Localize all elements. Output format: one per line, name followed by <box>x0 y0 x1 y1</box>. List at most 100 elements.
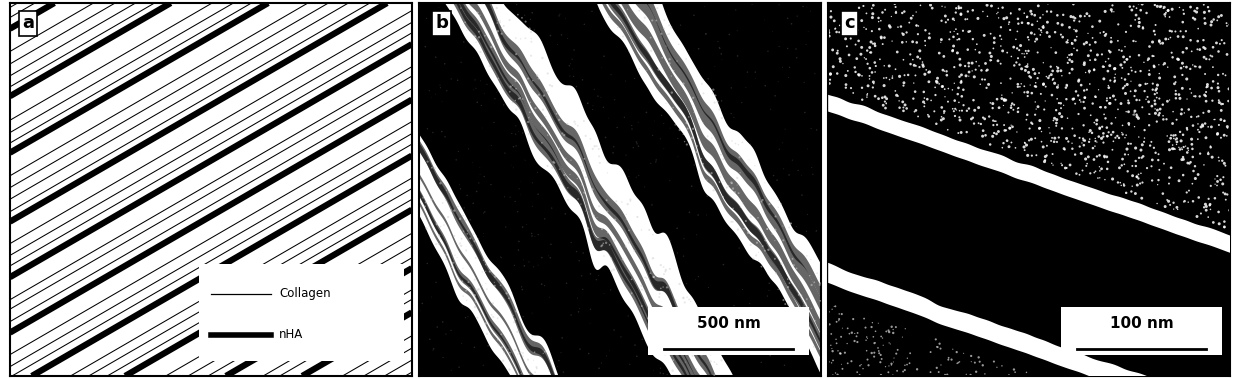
Point <box>1022 11 1042 17</box>
Point <box>740 301 760 307</box>
Point <box>1118 121 1138 127</box>
Point <box>1127 111 1147 117</box>
Point <box>1130 16 1149 22</box>
Point <box>1074 61 1094 67</box>
Point <box>782 157 802 163</box>
Point <box>630 231 650 237</box>
Point <box>417 226 436 232</box>
Point <box>547 363 567 370</box>
Point <box>915 100 935 106</box>
Point <box>1200 202 1220 208</box>
Point <box>1109 38 1128 44</box>
Point <box>1182 136 1202 142</box>
Point <box>1195 121 1215 127</box>
Point <box>1130 52 1149 58</box>
Point <box>780 224 800 230</box>
Point <box>449 364 469 370</box>
Point <box>433 354 453 360</box>
Point <box>409 307 429 313</box>
Point <box>414 199 434 205</box>
Point <box>1034 106 1054 113</box>
Point <box>558 185 578 191</box>
Point <box>703 150 723 156</box>
Point <box>1086 94 1106 100</box>
Point <box>616 211 636 217</box>
Point <box>997 138 1017 144</box>
Point <box>1060 162 1080 168</box>
Point <box>1135 88 1154 94</box>
Point <box>1032 128 1052 135</box>
Point <box>687 149 707 155</box>
Point <box>960 28 980 34</box>
Point <box>1142 139 1162 145</box>
Point <box>1178 160 1198 166</box>
Polygon shape <box>419 0 821 334</box>
Point <box>708 197 728 204</box>
Point <box>1214 160 1234 166</box>
Point <box>684 83 704 89</box>
Point <box>749 257 769 263</box>
Point <box>919 79 939 85</box>
Point <box>1149 96 1169 102</box>
Point <box>1080 81 1100 87</box>
Point <box>500 350 520 356</box>
Point <box>777 276 797 282</box>
Point <box>1114 85 1133 91</box>
Point <box>983 45 1003 52</box>
Point <box>591 94 611 100</box>
Point <box>1127 182 1147 188</box>
Point <box>1173 154 1193 160</box>
Point <box>713 194 733 200</box>
Point <box>1018 152 1038 158</box>
Point <box>1200 201 1220 207</box>
Point <box>677 119 697 125</box>
Point <box>976 60 996 66</box>
Point <box>956 73 976 79</box>
Point <box>827 340 847 346</box>
Point <box>920 35 940 41</box>
Point <box>830 350 849 356</box>
Point <box>889 73 909 79</box>
Point <box>646 334 666 340</box>
Point <box>1106 135 1126 141</box>
Point <box>1004 102 1024 108</box>
Point <box>1159 28 1179 34</box>
Point <box>862 5 882 11</box>
Point <box>1188 121 1208 127</box>
Point <box>1109 179 1128 185</box>
Point <box>532 143 552 149</box>
Point <box>820 359 839 365</box>
Point <box>1094 111 1114 117</box>
Point <box>547 113 567 119</box>
Point <box>971 67 991 74</box>
Point <box>1189 129 1209 135</box>
Point <box>619 313 639 319</box>
Point <box>1126 145 1146 151</box>
Point <box>489 75 508 81</box>
Point <box>799 246 818 252</box>
Point <box>604 238 624 244</box>
Point <box>1115 44 1135 50</box>
Point <box>533 106 553 113</box>
Point <box>1049 100 1069 106</box>
Point <box>1194 54 1214 60</box>
Point <box>476 262 496 268</box>
Point <box>1035 84 1055 90</box>
Point <box>994 97 1014 103</box>
Point <box>866 43 885 49</box>
Point <box>1095 8 1115 14</box>
Point <box>632 336 652 342</box>
Point <box>1007 60 1027 66</box>
Point <box>1182 90 1202 96</box>
Point <box>1043 151 1063 157</box>
Point <box>898 355 918 361</box>
Point <box>737 218 756 224</box>
Point <box>1153 191 1173 197</box>
Point <box>492 31 512 37</box>
Point <box>497 290 517 296</box>
Polygon shape <box>828 263 1209 379</box>
Text: a: a <box>22 14 33 32</box>
Point <box>931 36 951 42</box>
Point <box>920 349 940 355</box>
Point <box>1061 51 1081 57</box>
